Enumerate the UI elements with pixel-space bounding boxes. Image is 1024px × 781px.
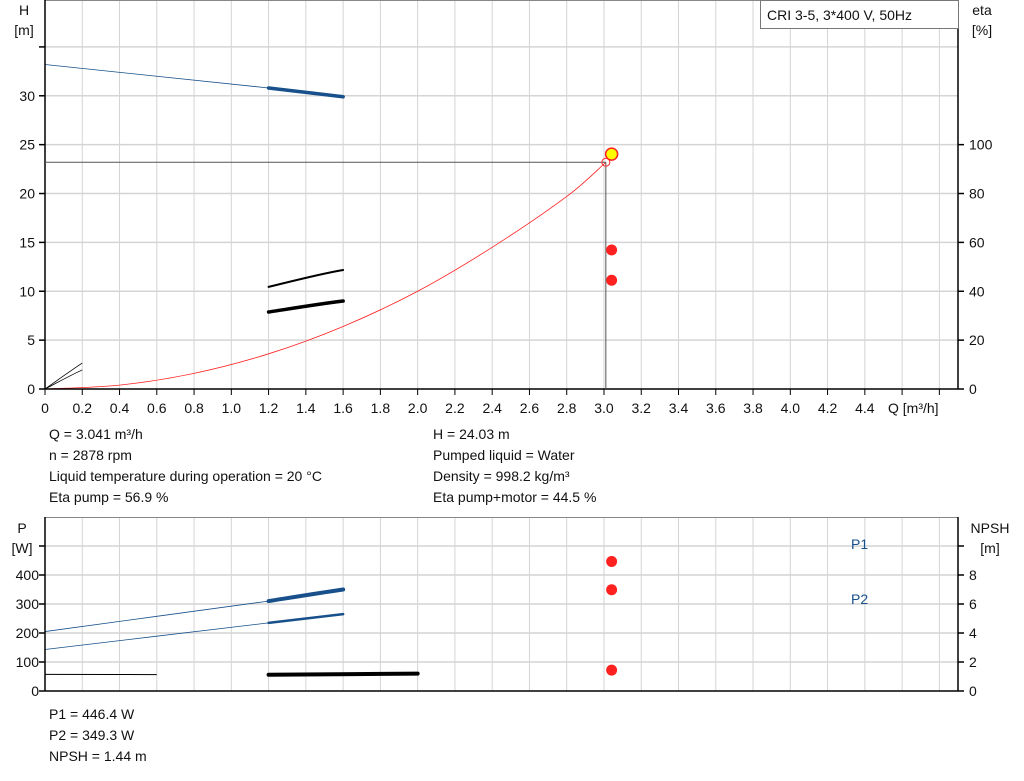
legend-text: CRI 3-5, 3*400 V, 50Hz: [767, 7, 912, 23]
y-tick-label: 10: [19, 283, 35, 299]
x-tick-label: 2.6: [520, 400, 540, 416]
x-tick-label: 3.6: [706, 400, 726, 416]
series-label-p2: P2: [851, 591, 868, 607]
info-liquid-temp: Liquid temperature during operation = 20…: [49, 468, 322, 484]
x-tick-label: 1.2: [259, 400, 279, 416]
curve-NPSH: [266, 671, 420, 677]
x-tick-label: 3.0: [594, 400, 614, 416]
npsh-marker: [606, 664, 618, 676]
y-tick-label: 100: [16, 654, 40, 670]
y2-tick-label: 40: [969, 283, 985, 299]
info-eta-pump-motor: Eta pump+motor = 44.5 %: [433, 489, 596, 505]
x-tick-label: 0: [41, 400, 49, 416]
x-axis-label: Q [m³/h]: [888, 400, 939, 416]
operating-point-markers: [45, 147, 619, 676]
y-tick-label: 20: [19, 186, 35, 202]
y-tick-label: 5: [27, 332, 35, 348]
curve-P1: [266, 587, 346, 604]
info-p1: P1 = 446.4 W: [49, 706, 135, 722]
curve-eta_pump: [267, 269, 345, 288]
y-tick-label: 30: [19, 88, 35, 104]
eta-pump-marker: [606, 244, 618, 256]
curve-system: [44, 161, 607, 390]
y-axis-unit-p: [W]: [12, 540, 33, 556]
y2-tick-label: 80: [969, 186, 985, 202]
curve-P1-extrapolated: [44, 600, 269, 632]
y-axis-label-p: P: [17, 520, 26, 536]
y2-tick-label: 2: [969, 654, 977, 670]
x-tick-label: 3.8: [743, 400, 763, 416]
info-flow: Q = 3.041 m³/h: [49, 426, 143, 442]
axes: [39, 0, 964, 692]
series-label-p1: P1: [851, 536, 868, 552]
curve-eta_pump-extrapolated: [44, 362, 83, 390]
curve-P2-extrapolated: [44, 622, 269, 650]
info-top-right: H = 24.03 m Pumped liquid = Water Densit…: [433, 426, 596, 505]
x-tick-label: 3.4: [669, 400, 689, 416]
curve-P2: [267, 612, 345, 625]
x-tick-label: 2.2: [445, 400, 465, 416]
curves: [44, 64, 607, 677]
y-axis-label-h: H: [19, 2, 29, 18]
y-tick-label: 200: [16, 625, 40, 641]
info-p2: P2 = 349.3 W: [49, 727, 135, 743]
x-tick-label: 4.2: [818, 400, 838, 416]
x-tick-label: 0.6: [147, 400, 167, 416]
y2-tick-label: 4: [969, 625, 977, 641]
y-tick-label: 400: [16, 567, 40, 583]
y-tick-label: 0: [27, 381, 35, 397]
info-head: H = 24.03 m: [433, 426, 510, 442]
x-tick-label: 0.2: [73, 400, 93, 416]
curve-eta_pump_motor: [266, 299, 345, 314]
curve-H: [266, 86, 345, 99]
y2-axis-unit-eta: [%]: [972, 22, 992, 38]
info-npsh: NPSH = 1.44 m: [49, 748, 147, 764]
y2-tick-label: 0: [969, 381, 977, 397]
y-tick-label: 15: [19, 234, 35, 250]
y-tick-label: 0: [31, 683, 39, 699]
x-tick-label: 4.4: [855, 400, 875, 416]
y-axis-unit-h: [m]: [14, 22, 33, 38]
y2-tick-label: 0: [969, 683, 977, 699]
p1-marker: [606, 556, 618, 568]
x-tick-label: 4.0: [781, 400, 801, 416]
tick-labels: 0 0.2 0.4 0.6 0.8 1.0 1.2 1.4 1.6 1.8 2.0 2.2 2.4 2.6…: [16, 88, 993, 699]
x-tick-label: 0.8: [184, 400, 204, 416]
y2-tick-label: 60: [969, 234, 985, 250]
x-tick-label: 2.8: [557, 400, 577, 416]
top-grid: [45, 0, 958, 389]
info-bottom: P1 = 446.4 W P2 = 349.3 W NPSH = 1.44 m: [49, 706, 147, 764]
y2-tick-label: 100: [969, 137, 993, 153]
x-tick-label: 1.4: [296, 400, 316, 416]
info-density: Density = 998.2 kg/m³: [433, 468, 570, 484]
info-speed: n = 2878 rpm: [49, 447, 132, 463]
y-tick-label: 300: [16, 596, 40, 612]
bottom-grid: [45, 517, 958, 691]
y2-tick-label: 20: [969, 332, 985, 348]
y2-tick-label: 8: [969, 567, 977, 583]
duty-point-marker: [604, 147, 619, 161]
x-tick-label: 3.2: [632, 400, 652, 416]
system-point-marker: [601, 157, 611, 167]
y-tick-label: 25: [19, 137, 35, 153]
info-pumped-liquid: Pumped liquid = Water: [433, 447, 575, 463]
x-tick-label: 1.0: [222, 400, 242, 416]
x-tick-label: 0.4: [110, 400, 130, 416]
y2-axis-label-eta: eta: [972, 2, 992, 18]
info-eta-pump: Eta pump = 56.9 %: [49, 489, 168, 505]
p2-marker: [606, 584, 618, 596]
curve-H-extrapolated: [44, 64, 269, 89]
curve-eta_pump_motor-extrapolated: [44, 369, 83, 390]
info-top-left: Q = 3.041 m³/h n = 2878 rpm Liquid tempe…: [49, 426, 322, 505]
y2-axis-label-npsh: NPSH: [971, 520, 1010, 536]
x-tick-label: 2.4: [482, 400, 502, 416]
x-tick-label: 1.6: [333, 400, 353, 416]
y2-axis-unit-npsh: [m]: [980, 540, 999, 556]
x-tick-label: 1.8: [371, 400, 391, 416]
y2-tick-label: 6: [969, 596, 977, 612]
legend-box: CRI 3-5, 3*400 V, 50Hz: [760, 0, 959, 29]
x-tick-label: 2.0: [408, 400, 428, 416]
eta-pump-motor-marker: [606, 274, 618, 286]
